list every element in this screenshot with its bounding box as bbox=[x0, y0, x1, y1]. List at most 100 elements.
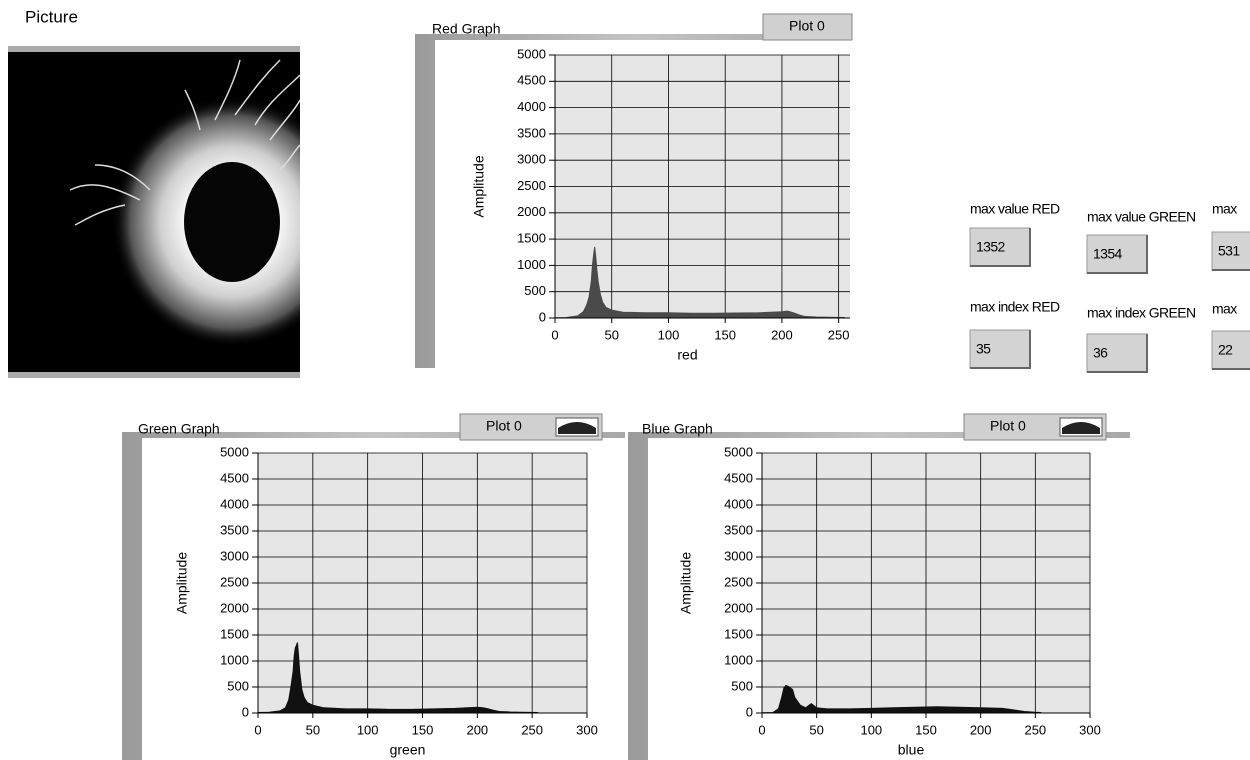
graph-title: Green Graph bbox=[138, 421, 220, 437]
y-tick-label: 0 bbox=[539, 309, 546, 324]
graph-title: Blue Graph bbox=[642, 421, 713, 437]
indicator-shadow bbox=[1087, 235, 1148, 274]
legend-label: Plot 0 bbox=[486, 418, 522, 434]
y-tick-label: 4000 bbox=[220, 496, 249, 511]
y-tick-label: 4500 bbox=[220, 470, 249, 485]
x-tick-label: 200 bbox=[466, 722, 488, 737]
x-tick-label: 0 bbox=[254, 722, 261, 737]
indicator-value: 1352 bbox=[976, 239, 1006, 255]
histogram-area bbox=[554, 246, 845, 319]
x-tick-label: 150 bbox=[714, 327, 736, 342]
x-tick-label: 300 bbox=[576, 722, 598, 737]
y-tick-label: 4500 bbox=[517, 73, 546, 88]
y-tick-label: 1000 bbox=[724, 652, 753, 667]
legend-label: Plot 0 bbox=[789, 18, 825, 34]
indicator-shadow bbox=[1087, 334, 1148, 373]
filaments bbox=[69, 59, 300, 226]
x-tick-label: 50 bbox=[809, 722, 823, 737]
indicator-label: max index GREEN bbox=[1087, 305, 1195, 321]
legend-button bbox=[762, 13, 853, 41]
indicator-value: 531 bbox=[1218, 243, 1240, 259]
y-tick-label: 1500 bbox=[724, 626, 753, 641]
y-tick-label: 3000 bbox=[517, 152, 546, 167]
x-tick-label: 0 bbox=[551, 327, 558, 342]
picture bbox=[8, 46, 300, 378]
x-tick-label: 150 bbox=[915, 722, 937, 737]
y-axis-label: Amplitude bbox=[678, 552, 694, 614]
histogram-area bbox=[761, 684, 1042, 714]
legend-icon-shape bbox=[1062, 422, 1100, 434]
picture-border bbox=[8, 372, 300, 378]
legend-label: Plot 0 bbox=[990, 418, 1026, 434]
y-tick-label: 2000 bbox=[517, 204, 546, 219]
y-tick-label: 3000 bbox=[724, 548, 753, 563]
y-tick-label: 1500 bbox=[517, 231, 546, 246]
x-tick-label: 100 bbox=[357, 722, 379, 737]
y-tick-label: 3000 bbox=[220, 548, 249, 563]
x-axis-label: red bbox=[677, 347, 697, 363]
indicator-label: max value GREEN bbox=[1087, 209, 1195, 225]
y-tick-label: 2500 bbox=[517, 178, 546, 193]
y-tick-label: 4000 bbox=[517, 99, 546, 114]
indicator-value: 1354 bbox=[1093, 246, 1123, 262]
y-tick-label: 5000 bbox=[220, 444, 249, 459]
x-tick-label: 0 bbox=[758, 722, 765, 737]
y-axis-label: Amplitude bbox=[471, 155, 487, 217]
y-tick-label: 3500 bbox=[220, 522, 249, 537]
indicator-value: 35 bbox=[976, 341, 991, 357]
indicator-box bbox=[1086, 234, 1148, 274]
x-tick-label: 250 bbox=[828, 327, 850, 342]
x-tick-label: 100 bbox=[860, 722, 882, 737]
y-tick-label: 2000 bbox=[220, 600, 249, 615]
indicator-box bbox=[1211, 330, 1250, 370]
x-tick-label: 250 bbox=[1024, 722, 1046, 737]
y-tick-label: 500 bbox=[731, 678, 753, 693]
x-axis-label: blue bbox=[898, 742, 925, 758]
legend-icon-shape bbox=[558, 422, 596, 434]
y-axis-label: Amplitude bbox=[174, 552, 190, 614]
y-tick-label: 0 bbox=[242, 704, 249, 719]
x-tick-label: 200 bbox=[970, 722, 992, 737]
x-axis-label: green bbox=[390, 742, 426, 758]
y-tick-label: 500 bbox=[227, 678, 249, 693]
y-tick-label: 4000 bbox=[724, 496, 753, 511]
x-tick-label: 100 bbox=[658, 327, 680, 342]
x-tick-label: 200 bbox=[771, 327, 793, 342]
indicator-value: 36 bbox=[1093, 345, 1108, 361]
y-tick-label: 1000 bbox=[517, 257, 546, 272]
indicator-label: max bbox=[1212, 301, 1237, 317]
indicator-value: 22 bbox=[1218, 342, 1233, 358]
y-tick-label: 1500 bbox=[220, 626, 249, 641]
graph-title: Red Graph bbox=[432, 21, 500, 37]
picture-border bbox=[8, 46, 300, 52]
indicator-box bbox=[1211, 231, 1250, 271]
histogram-area bbox=[257, 642, 539, 714]
y-tick-label: 5000 bbox=[724, 444, 753, 459]
y-tick-label: 3500 bbox=[724, 522, 753, 537]
y-tick-label: 0 bbox=[746, 704, 753, 719]
indicator-shadow bbox=[1212, 269, 1250, 271]
y-tick-label: 500 bbox=[524, 283, 546, 298]
indicator-label: max bbox=[1212, 201, 1237, 217]
indicator-label: max index RED bbox=[970, 299, 1060, 315]
x-tick-label: 150 bbox=[412, 722, 434, 737]
x-tick-label: 250 bbox=[521, 722, 543, 737]
indicator-shadow bbox=[970, 228, 1031, 267]
indicator-label: max value RED bbox=[970, 201, 1060, 217]
x-tick-label: 50 bbox=[604, 327, 618, 342]
indicator-shadow bbox=[970, 330, 1031, 369]
x-tick-label: 50 bbox=[306, 722, 320, 737]
y-tick-label: 2500 bbox=[724, 574, 753, 589]
y-tick-label: 2500 bbox=[220, 574, 249, 589]
x-tick-label: 300 bbox=[1079, 722, 1101, 737]
y-tick-label: 3500 bbox=[517, 125, 546, 140]
indicator-box bbox=[969, 227, 1031, 267]
y-tick-label: 2000 bbox=[724, 600, 753, 615]
pupil bbox=[184, 162, 280, 282]
indicator-shadow bbox=[1212, 368, 1250, 370]
y-tick-label: 5000 bbox=[517, 46, 546, 61]
y-tick-label: 4500 bbox=[724, 470, 753, 485]
y-tick-label: 1000 bbox=[220, 652, 249, 667]
picture-label: Picture bbox=[25, 7, 78, 26]
